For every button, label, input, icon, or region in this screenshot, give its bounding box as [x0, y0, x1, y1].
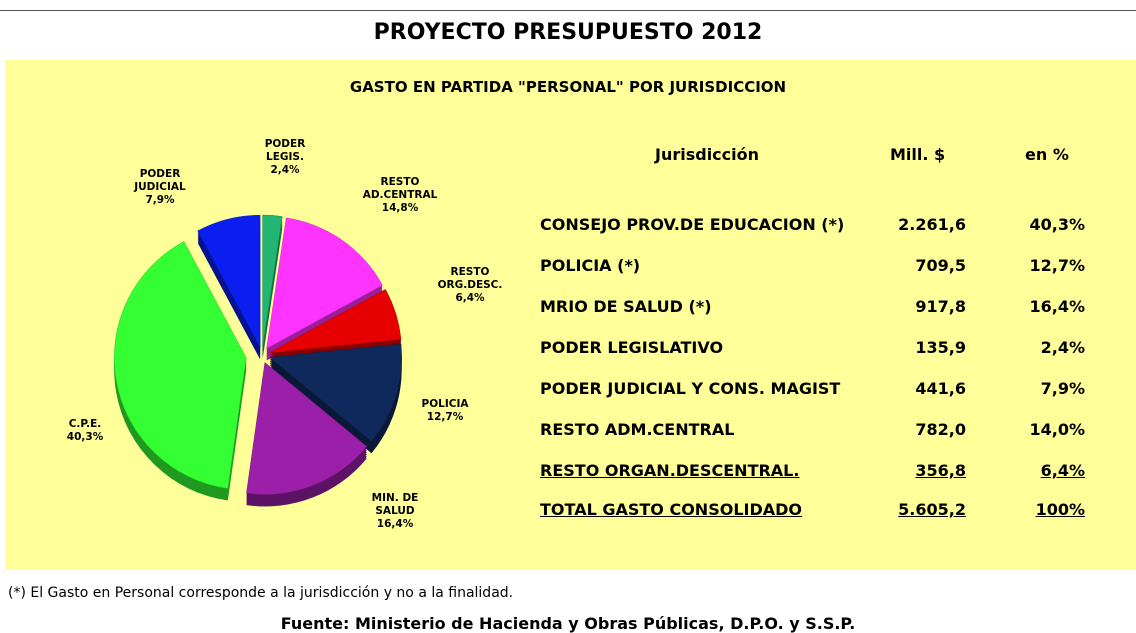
slice-value: 16,4%	[376, 518, 414, 530]
table-cell: 5.605,2	[898, 500, 966, 519]
page-title: PROYECTO PRESUPUESTO 2012	[373, 20, 763, 45]
table-cell: 14,0%	[1029, 420, 1085, 439]
table-cell: PODER JUDICIAL Y CONS. MAGIST	[540, 379, 841, 398]
slice	[113, 241, 247, 489]
slice-label: PODER JUDICIAL 7,9%	[115, 168, 205, 207]
slice-name: MIN. DE SALUD	[371, 492, 419, 517]
slice-name: PODER LEGIS.	[264, 138, 306, 163]
table-cell: RESTO ORGAN.DESCENTRAL.	[540, 461, 800, 480]
table-cell: 709,5	[915, 256, 966, 275]
slice	[246, 361, 368, 495]
table-cell: 40,3%	[1029, 215, 1085, 234]
slice-name: POLICIA	[421, 398, 469, 410]
table-cell: 16,4%	[1029, 297, 1085, 316]
table-cell: 135,9	[915, 338, 966, 357]
slice-name: C.P.E.	[68, 418, 102, 430]
slice-value: 14,8%	[381, 202, 419, 214]
slice-name: PODER JUDICIAL	[134, 168, 186, 193]
top-rule	[0, 10, 1136, 11]
table-cell: MRIO DE SALUD (*)	[540, 297, 712, 316]
slice-label: RESTO ORG.DESC. 6,4%	[425, 266, 515, 305]
slice-name: RESTO ORG.DESC.	[437, 266, 503, 291]
column-header: Mill. $	[890, 145, 946, 164]
column-header: en %	[1025, 145, 1069, 164]
table-cell: CONSEJO PROV.DE EDUCACION (*)	[540, 215, 845, 234]
source: Fuente: Ministerio de Hacienda y Obras P…	[280, 614, 856, 633]
slice-label: RESTO AD.CENTRAL 14,8%	[355, 176, 445, 215]
table-cell: 6,4%	[1040, 461, 1085, 480]
table-cell: 12,7%	[1029, 256, 1085, 275]
table-cell: 782,0	[915, 420, 966, 439]
table-cell: 2,4%	[1040, 338, 1085, 357]
slice-value: 7,9%	[145, 194, 175, 206]
table-cell: TOTAL GASTO CONSOLIDADO	[540, 500, 803, 519]
slice-value: 6,4%	[455, 292, 485, 304]
table-cell: 917,8	[915, 297, 966, 316]
slice-label: C.P.E. 40,3%	[40, 418, 130, 444]
slice-label: PODER LEGIS. 2,4%	[240, 138, 330, 177]
slice	[269, 289, 402, 353]
table-cell: 441,6	[915, 379, 966, 398]
table-cell: 2.261,6	[898, 215, 966, 234]
slice-value: 12,7%	[426, 411, 464, 423]
slice-name: RESTO AD.CENTRAL	[362, 176, 438, 201]
slice	[197, 214, 261, 348]
slice-label: POLICIA 12,7%	[400, 398, 490, 424]
footnote: (*) El Gasto en Personal corresponde a l…	[8, 585, 514, 601]
slice	[266, 217, 383, 349]
slice	[262, 214, 283, 348]
chart-title: GASTO EN PARTIDA "PERSONAL" POR JURISDIC…	[349, 78, 787, 96]
table-cell: RESTO ADM.CENTRAL	[540, 420, 735, 439]
slice-value: 2,4%	[270, 164, 300, 176]
table-cell: 7,9%	[1040, 379, 1085, 398]
slice-value: 40,3%	[66, 431, 104, 443]
slice-label: MIN. DE SALUD 16,4%	[350, 492, 440, 531]
table-cell: 100%	[1035, 500, 1085, 519]
table-cell: 356,8	[915, 461, 966, 480]
slice	[269, 343, 402, 442]
table-cell: POLICIA (*)	[540, 256, 641, 275]
table-cell: PODER LEGISLATIVO	[540, 338, 724, 357]
column-header: Jurisdicción	[655, 145, 760, 164]
